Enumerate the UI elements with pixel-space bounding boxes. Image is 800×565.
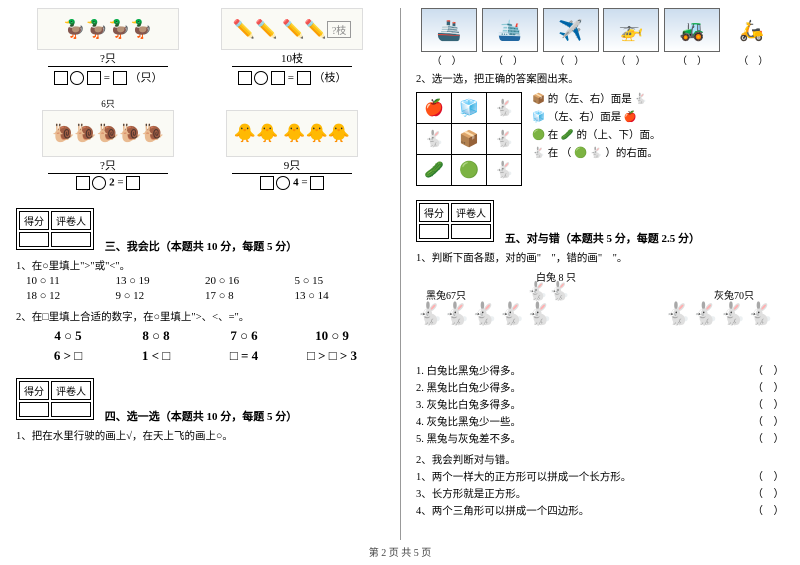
thumb-scooter: 🛵 [725, 9, 779, 51]
position-grid: 🍎🧊🐇 🐇📦🐇 🥒🟢🐇 [416, 92, 522, 186]
figure-pencils: ✏️✏️ ✏️✏️ ?枝 [221, 8, 363, 50]
fig4-label: 9只 [232, 157, 352, 174]
figure-snails: 🐌🐌🐌🐌🐌 [42, 110, 174, 157]
fig3-hint: ?只 [48, 157, 168, 174]
s5-q2: 2、我会判断对与错。 [416, 452, 784, 467]
tf-list-1[interactable]: 1. 白兔比黑兔少得多。（ ） 2. 黑兔比白兔少得多。（ ） 3. 灰兔比白兔… [416, 363, 784, 446]
position-questions[interactable]: 📦 的（左、右）面是 🐇 🧊 （左、右）面是 🍎 🟢 在 🥒 的（上、下）面。 … [532, 88, 661, 163]
section5-title: 五、对与错（本题共 5 分，每题 2.5 分） [505, 230, 700, 246]
thumb-ship: 🚢 [421, 8, 477, 52]
tf-list-2[interactable]: 1、两个一样大的正方形可以拼成一个长方形。（ ） 3、长方形就是正方形。（ ） … [416, 469, 784, 518]
eq4[interactable]: 4 = [204, 176, 381, 190]
r-q2: 2、选一选，把正确的答案圈出来。 [416, 71, 784, 86]
section3-title: 三、我会比（本题共 10 分，每题 5 分） [105, 238, 298, 254]
s5-q1: 1、判断下面各题，对的画" "，错的画" "。 [416, 250, 784, 265]
thumb-tractor: 🚜 [664, 8, 720, 52]
thumb-plane: ✈️ [543, 8, 599, 52]
fill-row-1[interactable]: 4 ○ 5 8 ○ 8 7 ○ 6 10 ○ 9 [16, 328, 384, 344]
score-box-5: 得分评卷人 [416, 200, 494, 242]
eq1[interactable]: = （只） [20, 69, 197, 85]
column-divider [400, 8, 401, 540]
fig3-top: 6只 [20, 97, 197, 110]
s3-q1: 1、在○里填上">"或"<"。 [16, 258, 384, 273]
page-footer: 第 2 页 共 5 页 [0, 540, 800, 559]
fig1-hint: ?只 [48, 50, 168, 67]
score-box-4: 得分评卷人 [16, 378, 94, 420]
eq3[interactable]: 2 = [20, 176, 197, 190]
vehicle-thumbs[interactable]: 🚢 🛳️ ✈️ 🚁 🚜 🛵 [416, 8, 784, 52]
eq2[interactable]: = （枝） [204, 69, 381, 85]
figure-ducks: 🦆🦆🦆🦆 [37, 8, 179, 50]
thumb-liner: 🛳️ [482, 8, 538, 52]
paren-row[interactable]: （ ）（ ）（ ）（ ）（ ）（ ） [416, 52, 784, 67]
s3-q2: 2、在□里填上合适的数字，在○里填上">、<、="。 [16, 309, 384, 324]
score-box-3: 得分评卷人 [16, 208, 94, 250]
compare-grid[interactable]: 10 ○ 1113 ○ 1920 ○ 165 ○ 15 18 ○ 129 ○ 1… [16, 275, 384, 305]
rabbit-figure: 白兔 8 只 黑兔67只 灰兔70只 🐇🐇 🐇🐇🐇🐇🐇 🐇🐇🐇🐇 [416, 269, 784, 359]
thumb-heli: 🚁 [603, 8, 659, 52]
figure-chicks: 🐥🐥 🐥🐥🐥 [226, 110, 358, 157]
s4-q1: 1、把在水里行驶的画上√，在天上飞的画上○。 [16, 428, 384, 443]
fill-row-2[interactable]: 6 > □ 1 < □ □ = 4 □ > □ > 3 [16, 348, 384, 364]
section4-title: 四、选一选（本题共 10 分，每题 5 分） [105, 408, 298, 424]
fig2-label: 10枝 [232, 50, 352, 67]
